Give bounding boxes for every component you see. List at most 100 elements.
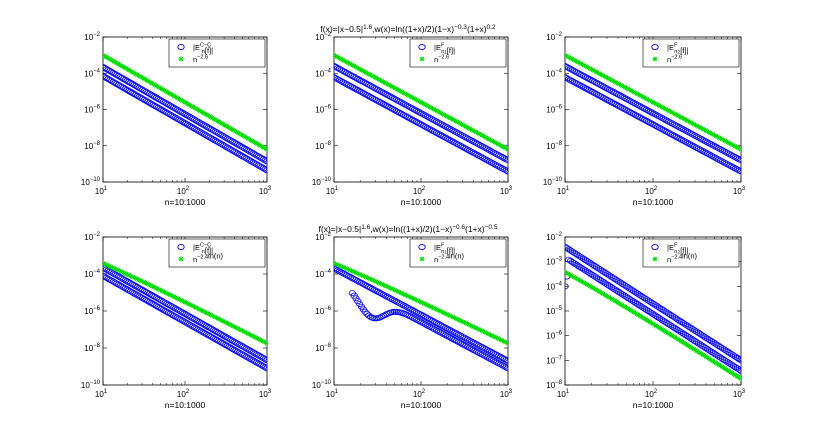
- data-point-star: [460, 319, 466, 325]
- data-point-star: [359, 272, 365, 278]
- data-point-circle: [456, 131, 464, 138]
- data-point-circle: [467, 345, 475, 352]
- data-point-star: [233, 128, 239, 134]
- legend-label: n−2.4ln(n): [193, 252, 224, 265]
- data-point-circle: [587, 76, 595, 83]
- data-point-star: [334, 261, 340, 267]
- data-point-circle: [654, 123, 662, 130]
- y-tick-label: 10−3: [546, 257, 562, 267]
- data-point-circle: [737, 157, 741, 164]
- legend-marker-star: [419, 256, 425, 262]
- x-axis-label: n=10:1000: [401, 400, 442, 410]
- data-point-star: [644, 96, 650, 102]
- data-point-star: [602, 292, 608, 298]
- data-point-circle: [698, 136, 706, 143]
- data-point-circle: [385, 92, 393, 99]
- data-point-star: [649, 320, 655, 326]
- data-point-star: [159, 288, 165, 294]
- data-point-star: [583, 63, 589, 69]
- data-point-star: [131, 275, 137, 281]
- data-point-circle: [432, 319, 441, 326]
- data-point-star: [404, 91, 409, 97]
- data-point-circle: [618, 105, 627, 112]
- data-point-star: [427, 303, 433, 309]
- x-tick-label: 103: [733, 186, 746, 196]
- data-point-star: [495, 141, 501, 147]
- data-point-star: [398, 290, 404, 296]
- data-point-star: [209, 115, 215, 121]
- data-point-circle: [462, 134, 470, 141]
- data-point-star: [485, 331, 491, 337]
- data-point-star: [395, 288, 401, 294]
- data-point-circle: [418, 121, 426, 128]
- data-point-star: [123, 271, 129, 277]
- data-point-star: [581, 62, 587, 68]
- data-point-circle: [495, 152, 503, 159]
- data-point-circle: [478, 351, 486, 358]
- x-tick-label: 101: [95, 389, 108, 399]
- data-point-circle: [460, 133, 468, 140]
- data-point-star: [434, 307, 440, 313]
- data-point-star: [401, 291, 407, 297]
- data-point-star: [585, 282, 591, 288]
- data-point-star: [115, 267, 121, 273]
- data-point-star: [574, 276, 580, 282]
- data-point-star: [256, 336, 262, 342]
- data-point-star: [421, 101, 427, 107]
- data-point-circle: [591, 90, 599, 97]
- data-point-star: [353, 64, 359, 70]
- data-point-star: [644, 317, 650, 323]
- data-point-star: [146, 282, 152, 288]
- y-tick-label: 10−7: [546, 355, 562, 365]
- data-point-star: [338, 263, 344, 269]
- data-point-star: [103, 261, 107, 267]
- data-point-circle: [478, 143, 486, 150]
- data-point-star: [390, 286, 396, 292]
- data-point-star: [649, 98, 655, 104]
- data-point-circle: [489, 357, 497, 364]
- data-point-circle: [572, 80, 580, 87]
- data-point-star: [489, 333, 495, 339]
- data-point-circle: [579, 72, 588, 79]
- data-point-star: [175, 95, 181, 101]
- data-point-star: [628, 307, 634, 313]
- data-point-star: [427, 104, 433, 110]
- data-point-circle: [724, 150, 732, 157]
- data-point-star: [166, 90, 172, 96]
- data-point-star: [653, 101, 659, 107]
- data-point-star: [170, 293, 176, 299]
- data-point-star: [613, 80, 619, 86]
- data-point-star: [238, 131, 244, 137]
- data-point-star: [234, 325, 240, 331]
- data-point-star: [596, 70, 602, 76]
- data-point-star: [130, 274, 136, 280]
- legend-label: |EF n₂[f]|: [667, 43, 688, 56]
- data-point-star: [406, 294, 412, 300]
- data-point-star: [145, 281, 151, 287]
- data-point-star: [462, 123, 467, 129]
- data-point-star: [656, 102, 662, 108]
- data-point-star: [681, 116, 687, 122]
- data-point-star: [615, 300, 621, 306]
- data-point-circle: [607, 99, 615, 106]
- data-point-star: [492, 139, 498, 145]
- data-point-star: [703, 128, 709, 134]
- data-point-star: [123, 65, 129, 71]
- data-point-star: [482, 329, 488, 335]
- data-point-star: [476, 326, 482, 332]
- data-point-circle: [427, 317, 435, 324]
- data-point-circle: [359, 281, 367, 288]
- data-point-circle: [447, 126, 455, 133]
- data-point-star: [472, 128, 478, 134]
- data-point-star: [496, 336, 502, 342]
- data-point-circle: [475, 141, 483, 148]
- data-point-circle: [681, 138, 690, 145]
- data-point-circle: [484, 354, 492, 361]
- data-point-star: [126, 272, 132, 278]
- data-point-star: [632, 310, 638, 316]
- data-point-circle: [500, 155, 508, 162]
- data-point-star: [204, 310, 210, 316]
- data-point-circle: [678, 125, 686, 132]
- data-point-star: [587, 65, 593, 71]
- data-point-circle: [635, 102, 643, 109]
